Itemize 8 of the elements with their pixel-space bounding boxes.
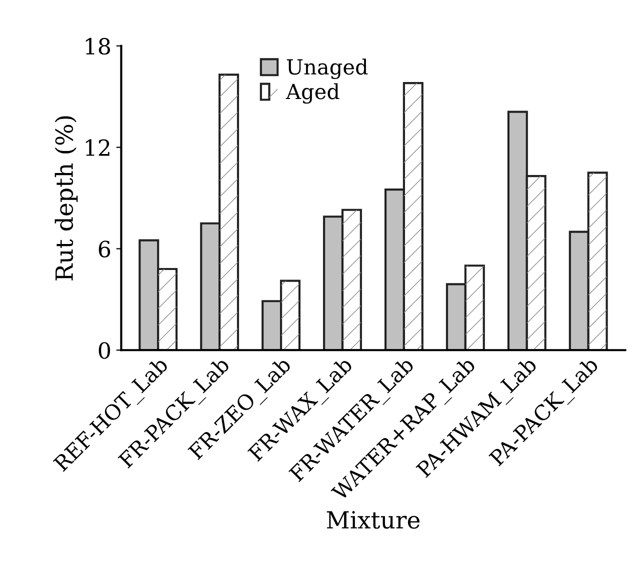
- x-axis-title: Mixture: [326, 511, 420, 529]
- y-axis-title: Rut depth (%): [54, 116, 78, 280]
- y-tick-label: 12: [86, 139, 110, 156]
- legend-label: Aged: [286, 83, 340, 104]
- legend-label: Unaged: [286, 58, 368, 80]
- y-tick-label: 6: [98, 240, 110, 258]
- y-tick-label: 0: [98, 342, 110, 359]
- y-tick-label: 18: [86, 38, 110, 55]
